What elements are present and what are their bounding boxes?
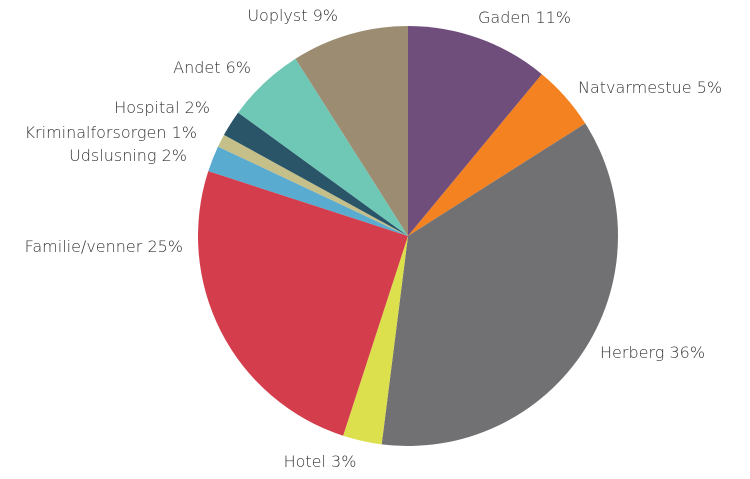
slice-category: Gaden [478,8,530,27]
slice-label: Uoplyst 9% [247,6,338,25]
slice-value: 2% [185,98,210,117]
slice-category: Uoplyst [247,6,307,25]
pie-slice [343,236,408,445]
slice-category: Herberg [600,343,664,362]
slice-value: 36% [669,343,705,362]
slice-value: 1% [172,123,197,142]
slice-label: Natvarmestue 5% [578,78,722,97]
slice-label: Herberg 36% [600,343,705,362]
pie-slice [198,171,408,436]
slice-value: 11% [535,8,571,27]
slice-value: 6% [226,58,251,77]
slice-category: Hospital [114,98,179,117]
slice-value: 3% [331,452,356,471]
slice-label: Kriminalforsorgen 1% [25,123,197,142]
pie-slice [408,26,542,236]
pie-slice [223,112,408,236]
slice-category: Hotel [284,452,326,471]
slice-category: Natvarmestue [578,78,692,97]
slice-value: 9% [313,6,338,25]
slice-label: Familie/venner 25% [25,237,183,256]
slice-label: Andet 6% [173,58,251,77]
pie-slice [238,58,408,237]
slice-category: Andet [173,58,220,77]
pie-slice [217,134,408,236]
pie-slice [208,146,408,236]
slice-label: Gaden 11% [478,8,571,27]
slice-category: Kriminalforsorgen [25,123,167,142]
slice-category: Udslusning [69,146,156,165]
pie-slice [408,74,586,236]
slice-value: 5% [697,78,722,97]
slice-label: Hotel 3% [284,452,357,471]
pie-slice [295,26,408,236]
pie-slice [381,123,618,446]
slice-label: Udslusning 2% [69,146,187,165]
slice-value: 25% [147,237,183,256]
slice-label: Hospital 2% [114,98,210,117]
slice-value: 2% [162,146,187,165]
slice-category: Familie/venner [25,237,143,256]
